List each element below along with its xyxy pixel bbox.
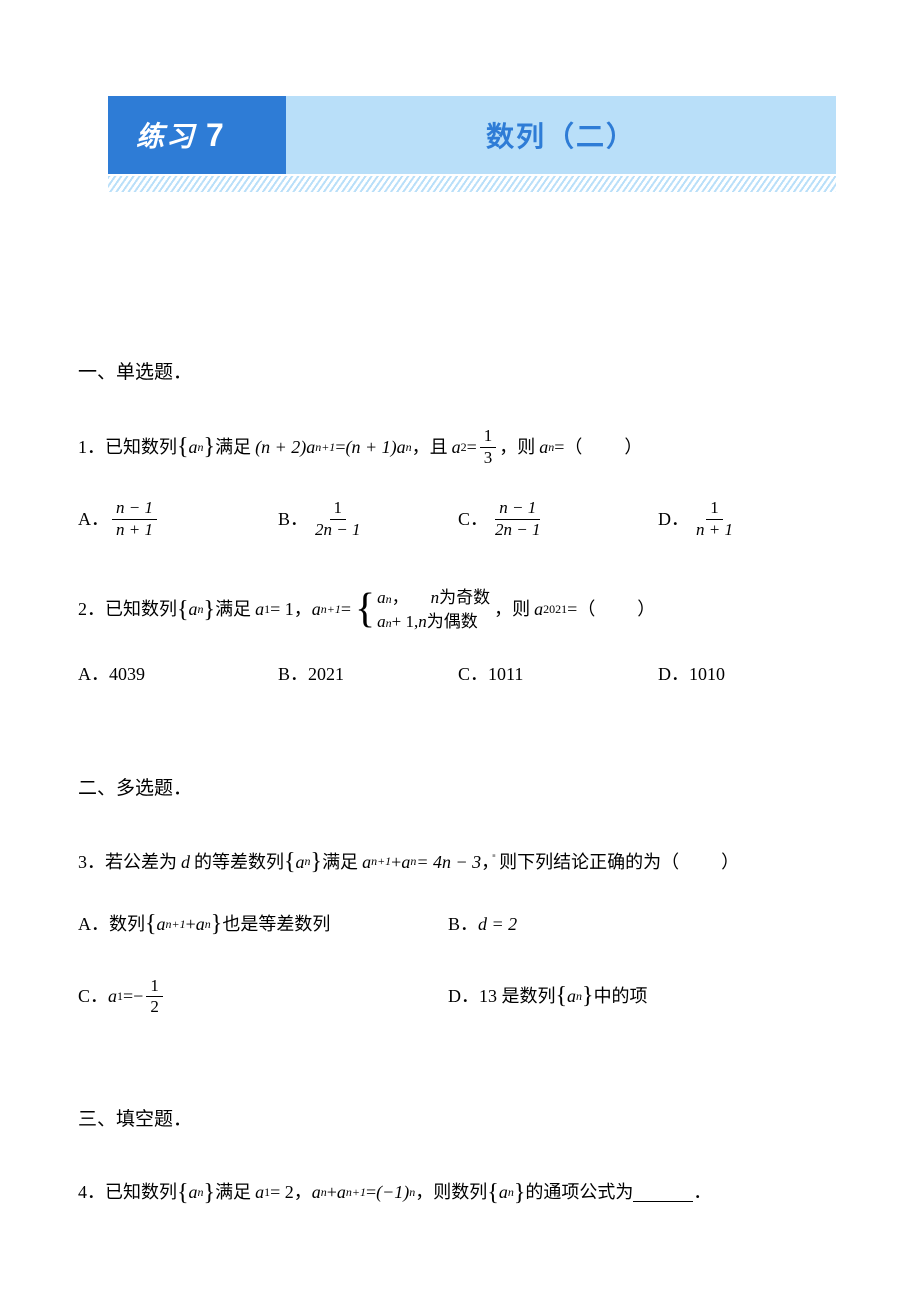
q3-option-d: D． 13 是数列 {an} 中的项	[448, 976, 818, 1018]
q2-option-d: D．1010	[658, 660, 842, 689]
q1-eq-equals: =	[335, 433, 345, 462]
q3-options-row2: C． a1 = − 12 D． 13 是数列 {an} 中的项	[78, 976, 842, 1018]
q2-option-c: C．1011	[458, 660, 658, 689]
header-right-block: 数列（二）	[286, 96, 836, 174]
q1-a2-frac: 1 3	[480, 426, 497, 468]
q2-answer-blank: （ ）	[577, 595, 657, 624]
q3-mid3: ，则下列结论正确的为	[481, 848, 661, 877]
exercise-label: 练习	[136, 115, 196, 155]
q3-prefix: 3．若公差为	[78, 848, 177, 877]
q2-case1-cond: 为奇数	[439, 586, 490, 610]
q1-prefix: 1．已知数列	[78, 433, 177, 462]
q2-mid1: 满足	[215, 595, 251, 624]
header-left-block: 练习 7	[108, 96, 286, 174]
q1-options: A． n − 1n + 1 B． 12n − 1 C． n − 12n − 1 …	[78, 498, 842, 540]
question-4: 4．已知数列 {an} 满足 a1 = 2 ， an + an+1 = (−1)…	[78, 1174, 842, 1212]
q4-mid3: ，则数列	[415, 1178, 487, 1207]
q2-options: A．4039 B．2021 C．1011 D．1010	[78, 660, 842, 689]
exercise-number: 7	[206, 117, 224, 154]
content-area: 一、单选题． 1．已知数列 {an} 满足 (n + 2)an+1 = (n +…	[78, 358, 842, 1248]
watermark-dot: ▪	[492, 848, 496, 866]
q2-option-b: B．2021	[278, 660, 458, 689]
section-2-title: 二、多选题．	[78, 774, 842, 804]
question-1: 1．已知数列 {an} 满足 (n + 2)an+1 = (n + 1)an ，…	[78, 426, 842, 550]
q3-mid2: 满足	[322, 848, 358, 877]
section-1-title: 一、单选题．	[78, 358, 842, 388]
q1-eq-rhs-coef: (n + 1)	[345, 433, 396, 462]
q3-option-b: B． d = 2	[448, 905, 818, 943]
q3-mid1: 的等差数列	[194, 848, 284, 877]
section-3-title: 三、填空题．	[78, 1105, 842, 1135]
question-2: 2．已知数列 {an} 满足 a1 = 1 ， an+1 = { an， n为奇…	[78, 586, 842, 698]
q1-option-d: D． 1n + 1	[658, 498, 842, 540]
question-2-stem: 2．已知数列 {an} 满足 a1 = 1 ， an+1 = { an， n为奇…	[78, 586, 842, 634]
q4-fill-blank	[633, 1184, 693, 1202]
q1-option-b: B． 12n − 1	[278, 498, 458, 540]
q1-mid1: 满足	[215, 433, 251, 462]
q1-answer-blank: （ ）	[564, 433, 644, 462]
q3-option-a: A． 数列 {an+1 + an} 也是等差数列	[78, 905, 448, 943]
q1-option-c: C． n − 12n − 1	[458, 498, 658, 540]
q2-piecewise: { an， n为奇数 an + 1, n为偶数	[355, 586, 490, 634]
q3-options-row1: A． 数列 {an+1 + an} 也是等差数列 B． d = 2	[78, 905, 842, 943]
q4-prefix: 4．已知数列	[78, 1178, 177, 1207]
q4-mid1: 满足	[215, 1178, 251, 1207]
q2-seq-brace: {an}	[177, 591, 215, 629]
question-3: 3．若公差为 d 的等差数列 {an} 满足 an+1 + an = 4n − …	[78, 843, 842, 1018]
header-bar: 练习 7 数列（二）	[108, 96, 836, 174]
question-3-stem: 3．若公差为 d 的等差数列 {an} 满足 an+1 + an = 4n − …	[78, 843, 842, 881]
q4-mid4: 的通项公式为	[525, 1178, 633, 1207]
q1-mid2: ，且	[412, 433, 448, 462]
header-decoration	[108, 176, 836, 192]
q1-mid3: ，则	[499, 433, 535, 462]
chapter-title: 数列（二）	[486, 115, 636, 155]
question-1-stem: 1．已知数列 {an} 满足 (n + 2)an+1 = (n + 1)an ，…	[78, 426, 842, 468]
q1-option-a: A． n − 1n + 1	[78, 498, 278, 540]
q3-answer-blank: （ ）	[661, 848, 741, 877]
q4-seq-brace-1: {an}	[177, 1174, 215, 1212]
q2-prefix: 2．已知数列	[78, 595, 177, 624]
q3-eq: = 4n − 3	[416, 848, 481, 877]
q2-mid3: ，则	[494, 595, 530, 624]
q2-case2-cond: 为偶数	[427, 610, 478, 634]
q3-seq-brace: {an}	[284, 843, 322, 881]
q3-option-c: C． a1 = − 12	[78, 976, 448, 1018]
q2-option-a: A．4039	[78, 660, 278, 689]
q4-seq-brace-2: {an}	[487, 1174, 525, 1212]
header-banner: 练习 7 数列（二）	[108, 96, 836, 192]
question-4-stem: 4．已知数列 {an} 满足 a1 = 2 ， an + an+1 = (−1)…	[78, 1174, 842, 1212]
q1-seq-brace: {an}	[177, 428, 215, 466]
q1-eq-lhs-coef: (n + 2)	[255, 433, 306, 462]
